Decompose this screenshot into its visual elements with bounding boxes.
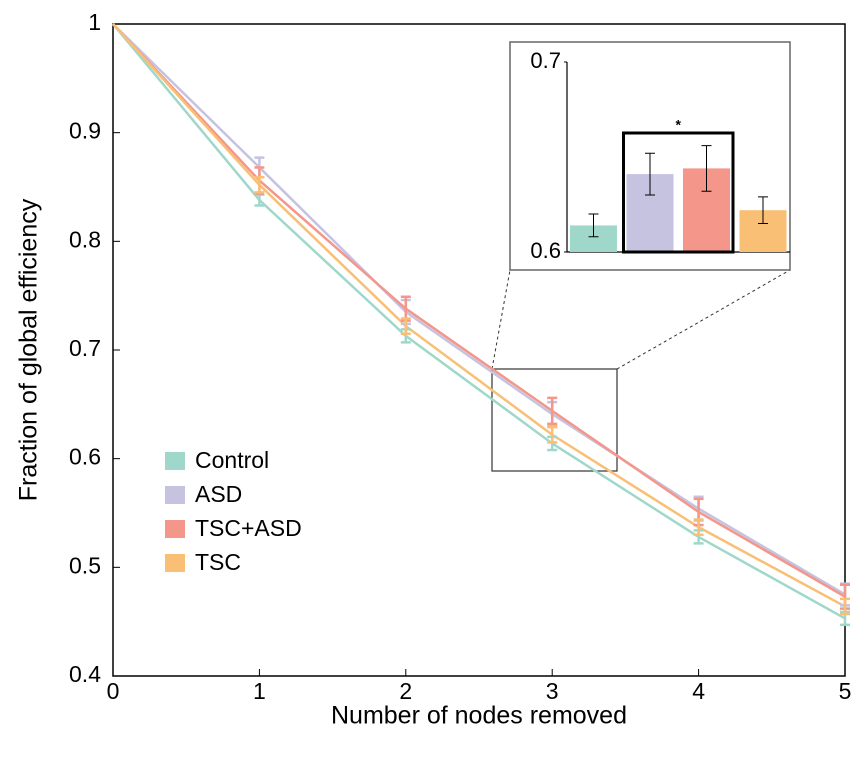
inset-y-tick-label: 0.6: [530, 238, 561, 263]
error-bar: [840, 597, 850, 616]
series-line: [112, 23, 846, 620]
series-line: [112, 23, 846, 596]
legend-swatch: [165, 520, 185, 538]
error-bar: [693, 518, 704, 536]
x-tick-label: 1: [253, 678, 266, 704]
error-bar: [254, 175, 265, 194]
y-tick-label: 0.4: [69, 661, 101, 687]
y-tick-label: 1: [88, 9, 101, 35]
inset-error-bar: [701, 145, 712, 192]
zoom-connector: [616, 269, 791, 370]
x-tick-label: 4: [692, 678, 705, 704]
legend-swatch: [165, 486, 185, 504]
error-bar: [400, 317, 411, 335]
x-tick-label: 5: [839, 678, 852, 704]
y-tick-label: 0.8: [69, 226, 101, 252]
y-tick-label: 0.7: [69, 335, 101, 361]
zoom-box: [491, 368, 618, 472]
significance-box: [622, 131, 735, 254]
error-bar: [547, 425, 558, 444]
legend-label: TSC: [195, 549, 241, 575]
y-tick-label: 0.9: [69, 118, 101, 144]
y-tick-label: 0.6: [69, 444, 101, 470]
legend-swatch: [165, 554, 185, 572]
x-tick-label: 2: [399, 678, 412, 704]
inset-error-bar: [758, 196, 768, 224]
legend-label: ASD: [195, 481, 242, 507]
inset-y-tick-label: 0.7: [530, 48, 561, 73]
legend-label: TSC+ASD: [195, 515, 302, 541]
inset-error-bar: [588, 213, 599, 238]
series-line: [112, 23, 846, 598]
x-tick-label: 3: [546, 678, 559, 704]
inset-error-bar: [645, 152, 655, 196]
significance-annotation: *: [676, 117, 682, 133]
series-line: [112, 23, 846, 608]
zoom-connector: [491, 269, 511, 370]
x-tick-label: 0: [107, 678, 120, 704]
y-axis-label: Fraction of global efficiency: [15, 198, 43, 501]
legend-swatch: [165, 452, 185, 470]
y-tick-label: 0.5: [69, 552, 101, 578]
error-bar: [547, 396, 558, 426]
legend-label: Control: [195, 447, 269, 473]
x-axis-label: Number of nodes removed: [331, 702, 627, 730]
